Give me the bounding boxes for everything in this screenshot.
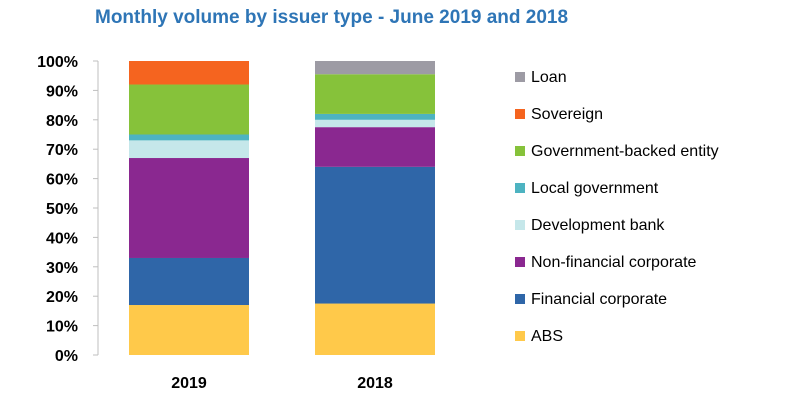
bar-segment-non-financial-corporate-2018 bbox=[315, 127, 435, 167]
y-tick-label: 10% bbox=[46, 319, 78, 336]
legend-swatch bbox=[515, 331, 525, 341]
bar-segment-loan-2018 bbox=[315, 61, 435, 75]
y-tick-label: 100% bbox=[37, 54, 78, 71]
legend-swatch bbox=[515, 183, 525, 193]
bar-segment-government-backed-entity-2019 bbox=[129, 84, 249, 135]
legend-label: Sovereign bbox=[531, 106, 603, 123]
y-tick-label: 30% bbox=[46, 260, 78, 277]
y-tick-label: 80% bbox=[46, 113, 78, 130]
legend-swatch bbox=[515, 72, 525, 82]
bar-segment-non-financial-corporate-2019 bbox=[129, 158, 249, 258]
legend-swatch bbox=[515, 220, 525, 230]
legend-swatch bbox=[515, 146, 525, 156]
bar-segment-abs-2018 bbox=[315, 303, 435, 355]
legend-label: Non-financial corporate bbox=[531, 254, 697, 271]
y-tick-label: 0% bbox=[55, 348, 78, 365]
legend-swatch bbox=[515, 109, 525, 119]
chart-title: Monthly volume by issuer type - June 201… bbox=[95, 7, 569, 28]
legend-label: Local government bbox=[531, 180, 659, 197]
legend-label: Government-backed entity bbox=[531, 143, 719, 160]
legend-swatch bbox=[515, 257, 525, 267]
bar-segment-abs-2019 bbox=[129, 305, 249, 355]
bar-segment-financial-corporate-2018 bbox=[315, 166, 435, 304]
y-tick-label: 50% bbox=[46, 201, 78, 218]
legend-swatch bbox=[515, 294, 525, 304]
y-tick-label: 70% bbox=[46, 142, 78, 159]
y-tick-label: 90% bbox=[46, 83, 78, 100]
x-category-label: 2019 bbox=[171, 375, 207, 392]
y-tick-label: 20% bbox=[46, 289, 78, 306]
bar-segment-development-bank-2018 bbox=[315, 119, 435, 128]
legend-label: Financial corporate bbox=[531, 291, 667, 308]
legend-label: Development bank bbox=[531, 217, 665, 234]
y-tick-label: 40% bbox=[46, 230, 78, 247]
bar-segment-government-backed-entity-2018 bbox=[315, 74, 435, 114]
bar-segment-financial-corporate-2019 bbox=[129, 257, 249, 306]
x-category-label: 2018 bbox=[357, 375, 393, 392]
legend-label: Loan bbox=[531, 69, 567, 86]
y-tick-label: 60% bbox=[46, 172, 78, 189]
bar-segment-development-bank-2019 bbox=[129, 140, 249, 159]
bar-segment-sovereign-2019 bbox=[129, 61, 249, 85]
bar-segment-local-government-2019 bbox=[129, 134, 249, 141]
bar-segment-local-government-2018 bbox=[315, 113, 435, 120]
legend-label: ABS bbox=[531, 328, 563, 345]
